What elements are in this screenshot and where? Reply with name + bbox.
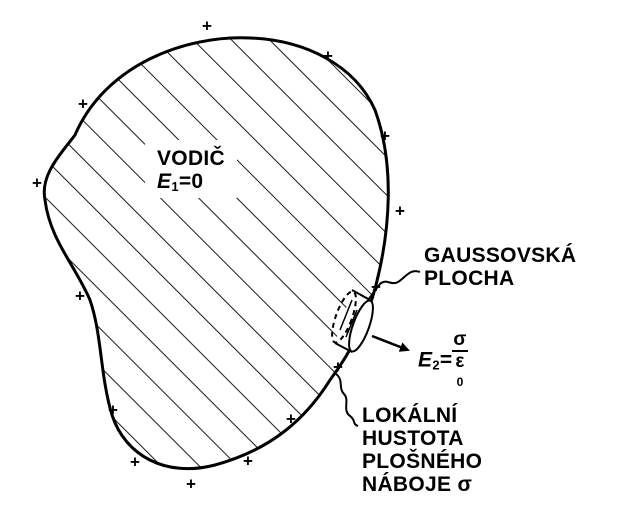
fraction-numerator: σ — [452, 329, 468, 352]
conductor-name: VODIČ — [157, 147, 226, 170]
plus-charge-14: + — [78, 94, 88, 113]
epsilon-subscript: 0 — [456, 375, 464, 389]
equals-sign: = — [439, 348, 453, 372]
gaussian-pillbox — [331, 289, 374, 353]
conductor-outline — [42, 36, 390, 471]
gaussian-line-1: GAUSSOVSKÁ — [424, 244, 577, 267]
charge-line-2: HUSTOTA — [362, 427, 464, 450]
plus-charge-6: + — [333, 357, 343, 376]
conductor-field: E1=0 — [157, 170, 225, 198]
field-symbol-e1: E — [157, 170, 172, 193]
field-symbol-e2: E — [418, 348, 433, 372]
field-value-zero: =0 — [178, 170, 204, 193]
plus-charge-5: + — [371, 277, 381, 296]
plus-charge-3: + — [380, 126, 390, 145]
plus-charge-4: + — [395, 201, 405, 220]
plus-charge-12: + — [75, 286, 85, 305]
epsilon-symbol: ε — [455, 351, 465, 372]
conductor-label: VODIČ E1=0 — [157, 147, 225, 198]
charge-leader-line — [335, 373, 359, 427]
gaussian-line-2: PLOCHA — [424, 267, 515, 290]
field-subscript-2: 2 — [432, 357, 440, 373]
plus-charge-10: + — [130, 452, 140, 471]
surface-charges: + + + + + + + + + + + + + + — [32, 16, 405, 493]
plus-charge-1: + — [202, 16, 212, 35]
gaussian-surface-label: GAUSSOVSKÁ PLOCHA — [424, 244, 576, 290]
charge-density-label: LOKÁLNÍ HUSTOTA PLOŠNÉHO NÁBOJE σ — [362, 404, 482, 496]
gaussian-leader-line — [367, 270, 421, 301]
plus-charge-13: + — [32, 173, 42, 192]
plus-charge-7: + — [286, 409, 296, 428]
plus-charge-11: + — [108, 400, 118, 419]
charge-line-1: LOKÁLNÍ — [362, 404, 458, 427]
field-arrow — [371, 334, 410, 352]
plus-charge-2: + — [323, 46, 333, 65]
charge-line-3: PLOŠNÉHO — [362, 450, 483, 473]
plus-charge-8: + — [243, 451, 253, 470]
charge-line-4: NÁBOJE σ — [362, 473, 473, 496]
plus-charge-9: + — [186, 474, 196, 493]
outer-field-formula: E2= σ ε 0 — [418, 330, 468, 392]
field-subscript-1: 1 — [171, 179, 179, 194]
